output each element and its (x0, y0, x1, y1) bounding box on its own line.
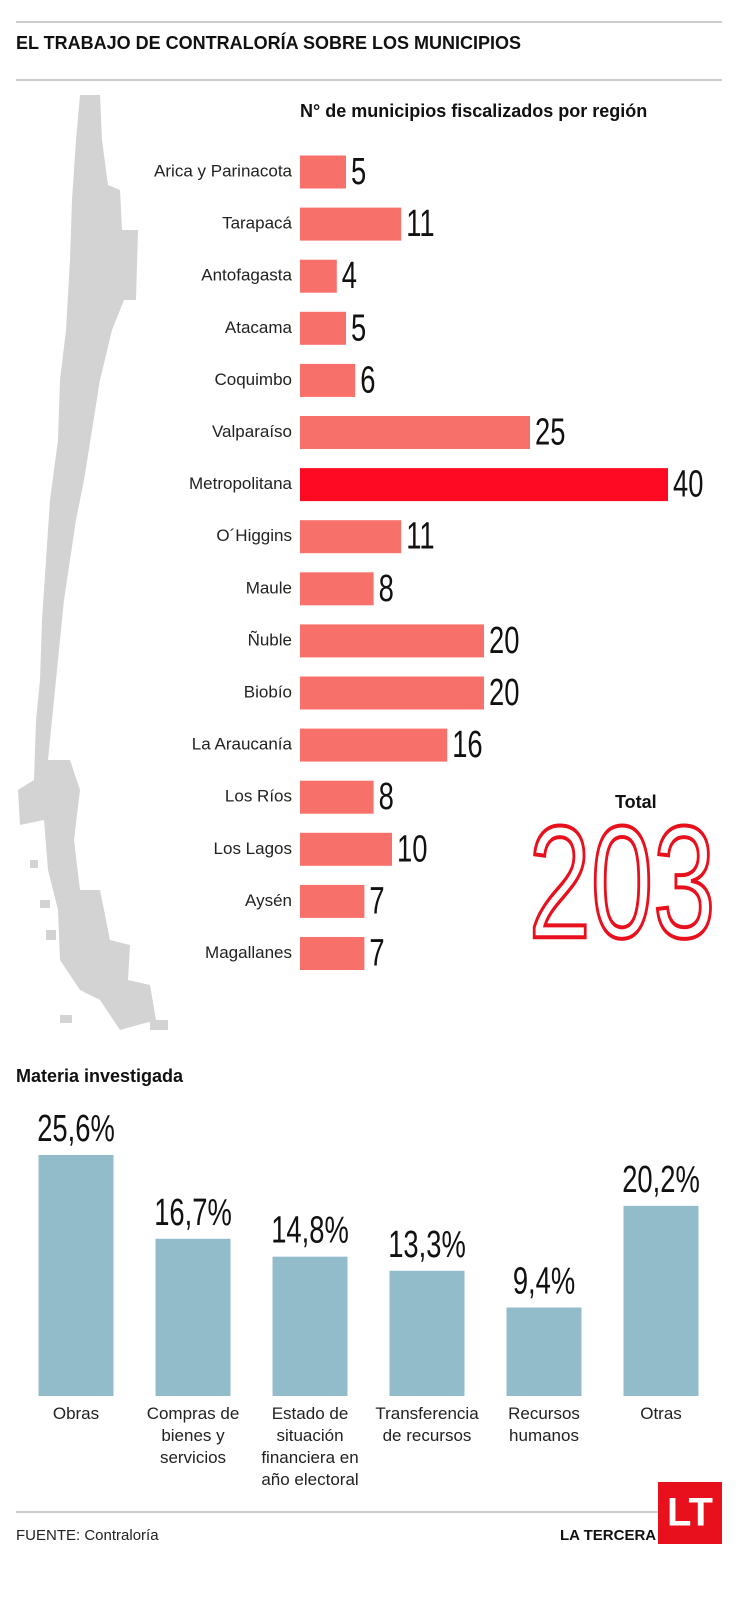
value-label: 7 (369, 932, 384, 974)
value-label: 6 (360, 359, 375, 401)
category-label: Arica y Parinacota (154, 161, 292, 180)
logo: LT (667, 1491, 713, 1535)
bar (300, 468, 668, 502)
category-label: La Araucanía (192, 735, 293, 754)
bar (155, 1238, 231, 1396)
value-label: 10 (397, 828, 427, 870)
chart-title: Materia investigada (16, 1066, 184, 1086)
bar (506, 1307, 582, 1396)
bar (300, 780, 374, 814)
category-label: Magallanes (205, 943, 292, 962)
category-label: Los Lagos (214, 839, 292, 858)
category-label: Estado de situación financiera en año el… (261, 1404, 359, 1489)
category-label: Antofagasta (201, 266, 292, 285)
bar (623, 1205, 699, 1396)
value-label: 20,2% (622, 1159, 700, 1201)
total-value: 203 (529, 794, 716, 972)
title: EL TRABAJO DE CONTRALORÍA SOBRE LOS MUNI… (16, 32, 521, 53)
category-label: O´Higgins (216, 526, 292, 545)
bar (300, 520, 402, 554)
value-label: 20 (489, 620, 519, 662)
value-label: 25 (535, 411, 565, 453)
brand: LA TERCERA (560, 1527, 656, 1544)
value-label: 16,7% (154, 1192, 232, 1234)
category-label: Maule (246, 578, 292, 597)
bar (300, 207, 402, 241)
category-label: Compras de bienes y servicios (146, 1404, 240, 1467)
category-label: Coquimbo (215, 370, 293, 389)
bar (300, 728, 448, 762)
category-label: Otras (640, 1404, 682, 1423)
total-label: Total (615, 792, 657, 812)
value-label: 20 (489, 672, 519, 714)
value-label: 11 (406, 515, 434, 557)
value-label: 5 (351, 307, 366, 349)
value-label: 4 (342, 255, 357, 297)
bar (300, 624, 484, 658)
category-label: Los Ríos (225, 787, 292, 806)
value-label: 14,8% (271, 1209, 349, 1251)
category-label: Obras (52, 1404, 100, 1423)
bar (300, 155, 346, 189)
value-label: 8 (379, 568, 394, 610)
category-label: Aysén (245, 891, 292, 910)
category-label: Transferencia de recursos (375, 1404, 479, 1445)
value-label: 11 (406, 203, 434, 245)
value-label: 8 (379, 776, 394, 818)
value-label: 7 (369, 880, 384, 922)
bar (389, 1270, 465, 1396)
value-label: 5 (351, 151, 366, 193)
bar (300, 676, 484, 710)
value-label: 25,6% (37, 1108, 115, 1150)
category-label: Metropolitana (189, 474, 293, 493)
logo-box (658, 1482, 722, 1544)
bar (272, 1256, 348, 1396)
bar (300, 416, 530, 449)
category-label: Valparaíso (212, 422, 292, 441)
category-label: Tarapacá (222, 214, 292, 233)
bar (300, 311, 346, 345)
category-label: Biobío (244, 682, 292, 701)
value-label: 40 (673, 463, 703, 505)
chart-title: N° de municipios fiscalizados por región (300, 101, 647, 121)
category-label: Recursos humanos (508, 1404, 580, 1445)
bar (300, 363, 356, 397)
bar (300, 832, 392, 866)
bar (300, 884, 365, 918)
map-chile (18, 95, 168, 1030)
bar (38, 1155, 114, 1396)
value-label: 13,3% (388, 1224, 466, 1266)
bar (300, 259, 337, 293)
source: FUENTE: Contraloría (16, 1527, 159, 1544)
bar (300, 937, 365, 970)
category-label: Ñuble (248, 630, 292, 649)
bar (300, 572, 374, 606)
value-label: 9,4% (513, 1260, 575, 1302)
value-label: 16 (452, 724, 482, 766)
category-label: Atacama (225, 318, 293, 337)
